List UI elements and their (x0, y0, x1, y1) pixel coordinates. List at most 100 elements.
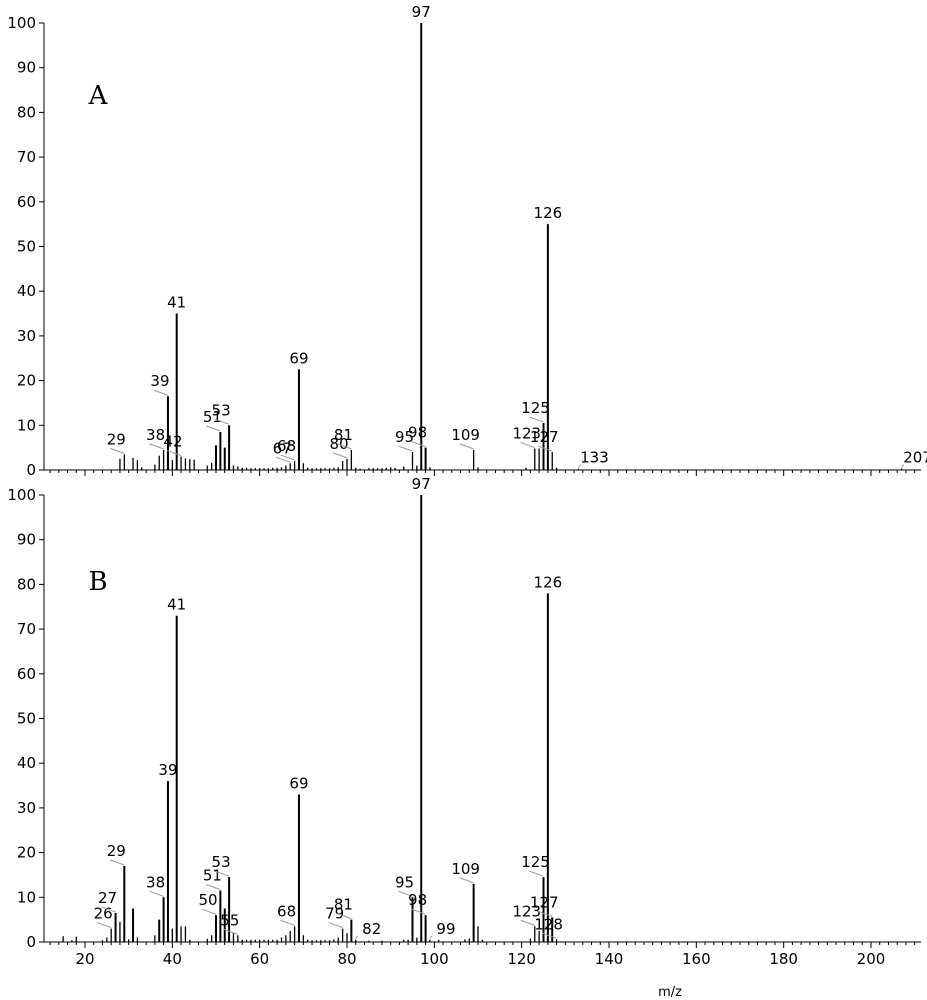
peak-label: 29 (107, 842, 126, 860)
peak-leader-line (529, 870, 544, 877)
peak-label: 95 (395, 428, 414, 446)
peak-label: 128 (534, 915, 563, 933)
peak-label: 41 (167, 596, 186, 614)
peak-label: 68 (277, 437, 296, 455)
peak-leader-line (411, 908, 426, 915)
peak-label: 109 (451, 426, 480, 444)
peak-label: 95 (395, 873, 414, 891)
peak-leader-line (901, 464, 904, 468)
peak-label: 109 (451, 860, 480, 878)
y-tick-label: 20 (17, 372, 36, 390)
peak-label: 27 (98, 889, 117, 907)
peak-label: 81 (334, 426, 353, 444)
peak-label: 127 (530, 428, 559, 446)
y-tick-label: 100 (7, 486, 36, 504)
spectrum-panel-b: 0 10 20 30 40 50 60 70 80 90 100 20 40 60 80 100 120 140 1… (7, 475, 921, 1000)
y-tick-label: 30 (17, 799, 36, 817)
peak-label: 68 (277, 902, 296, 920)
peak-leader-line (280, 919, 295, 926)
y-tick-label: 0 (26, 461, 36, 479)
peak-label: 51 (203, 408, 222, 426)
y-tick-label: 0 (26, 933, 36, 951)
peak-leader-line (337, 443, 352, 450)
peak-leader-line (542, 932, 557, 939)
y-tick-label: 10 (17, 888, 36, 906)
peak-label: 38 (146, 426, 165, 444)
y-tick-label: 100 (7, 14, 36, 32)
peak-leader-line (223, 928, 239, 935)
x-tick-label: 200 (857, 950, 886, 968)
peak-label: 80 (329, 435, 348, 453)
y-tick-label: 50 (17, 710, 36, 728)
peak-leader-line (538, 445, 553, 452)
peak-leader-line (97, 922, 112, 929)
peak-leader-line (101, 906, 116, 913)
peak-leader-line (149, 890, 164, 897)
peak-leader-line (520, 919, 535, 926)
peak-label: 97 (412, 3, 431, 21)
peak-label: 133 (580, 449, 609, 467)
peak-leader-line (110, 859, 125, 866)
y-tick-label: 70 (17, 148, 36, 166)
y-tick-label: 80 (17, 575, 36, 593)
x-tick-label: 20 (75, 950, 94, 968)
y-tick-label: 30 (17, 327, 36, 345)
peak-label: 50 (198, 891, 217, 909)
peak-label: 99 (436, 920, 455, 938)
peak-leader-line (398, 890, 413, 897)
peak-leader-line (355, 935, 359, 940)
peak-label: 125 (521, 853, 550, 871)
peak-label: 29 (107, 430, 126, 448)
y-tick-label: 10 (17, 416, 36, 434)
x-tick-label: 120 (507, 950, 536, 968)
peak-leader-line (280, 454, 295, 461)
peak-leader-line (529, 416, 544, 423)
peak-label: 39 (158, 761, 177, 779)
peak-leader-line (332, 452, 348, 459)
y-tick-label: 50 (17, 238, 36, 256)
peak-label: 123 (512, 425, 541, 443)
y-tick-label: 90 (17, 59, 36, 77)
y-tick-label: 60 (17, 665, 36, 683)
peak-label: 126 (534, 204, 563, 222)
peak-label: 41 (167, 294, 186, 312)
peak-label: 97 (412, 475, 431, 493)
peak-leader-line (214, 418, 230, 425)
y-tick-label: 80 (17, 103, 36, 121)
peak-label: 39 (150, 372, 169, 390)
x-tick-label: 160 (682, 950, 711, 968)
peak-label: 53 (212, 401, 231, 419)
peak-leader-line (459, 877, 474, 884)
peak-label: 207 (903, 449, 927, 467)
peak-label: 55 (220, 911, 239, 929)
y-tick-label: 40 (17, 282, 36, 300)
peak-leader-line (166, 450, 182, 457)
peak-label: 82 (362, 920, 381, 938)
peak-leader-line (411, 441, 426, 448)
x-tick-label: 60 (250, 950, 269, 968)
peak-leader-line (328, 922, 343, 929)
peak-label: 67 (273, 439, 292, 457)
peak-leader-line (110, 447, 125, 454)
peak-label: 79 (325, 905, 344, 923)
peak-leader-line (578, 464, 581, 468)
peak-label: 98 (408, 424, 427, 442)
peak-leader-line (398, 445, 413, 452)
peak-label: 38 (146, 873, 165, 891)
x-tick-label: 100 (420, 950, 449, 968)
peak-label: 127 (530, 893, 559, 911)
peak-label: 123 (512, 902, 541, 920)
peak-label: 69 (289, 774, 308, 792)
peak-leader-line (206, 884, 221, 891)
y-tick-label: 70 (17, 620, 36, 638)
peak-leader-line (206, 425, 221, 432)
peak-label: 81 (334, 896, 353, 914)
peak-leader-line (459, 443, 474, 450)
peak-leader-line (538, 910, 553, 917)
peak-label: 98 (408, 891, 427, 909)
peak-label: 51 (203, 867, 222, 885)
peak-leader-line (201, 908, 217, 915)
x-tick-label: 180 (769, 950, 798, 968)
y-tick-label: 90 (17, 531, 36, 549)
